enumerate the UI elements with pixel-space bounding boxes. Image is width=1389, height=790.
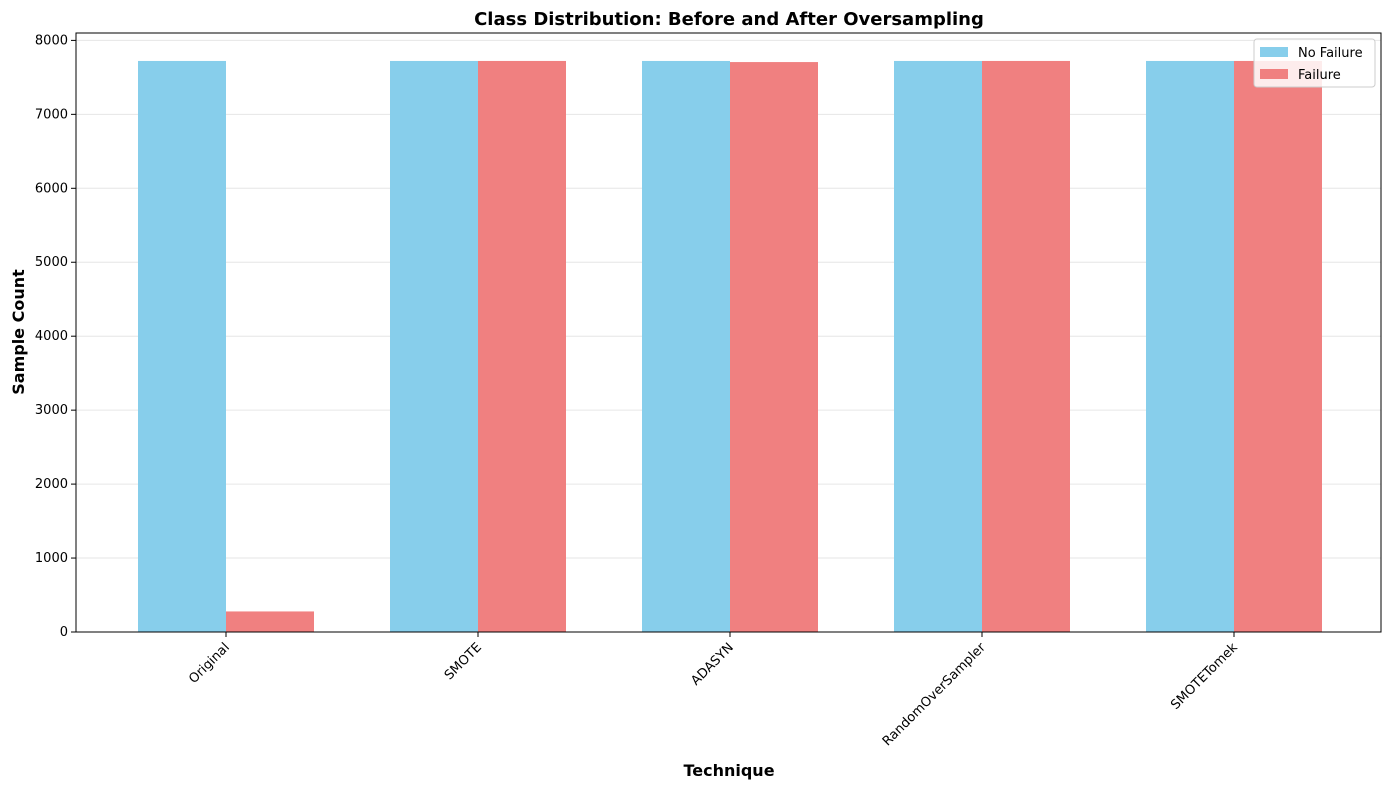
legend: No Failure Failure (1253, 38, 1376, 88)
y-tick-label: 2000 (35, 477, 68, 492)
legend-label: Failure (1298, 68, 1341, 83)
y-tick-label: 0 (60, 625, 68, 640)
y-axis: 0 1000 2000 3000 4000 5000 6000 7000 8000 (35, 33, 76, 640)
bar-no-failure (894, 60, 982, 633)
y-tick-label: 1000 (35, 551, 68, 566)
x-tick-label: ADASYN (688, 640, 736, 688)
plot-frame (75, 32, 1382, 633)
y-axis-label: Sample Count (9, 269, 28, 395)
y-tick-label: 6000 (35, 181, 68, 196)
bar-failure (1234, 60, 1322, 633)
y-tick-label: 3000 (35, 403, 68, 418)
y-tick-label: 4000 (35, 329, 68, 344)
y-tick-label: 8000 (35, 33, 68, 48)
x-axis: Original SMOTE ADASYN RandomOverSampler SMOT… (186, 632, 1241, 749)
bar-no-failure (1146, 60, 1234, 633)
bar-failure (982, 60, 1070, 633)
bar-no-failure (138, 60, 226, 633)
x-axis-label: Technique (683, 761, 774, 780)
legend-label: No Failure (1298, 46, 1363, 61)
bar-failure (226, 611, 314, 632)
y-tick-label: 5000 (35, 255, 68, 270)
legend-swatch (1260, 47, 1288, 57)
x-tick-label: Original (186, 640, 233, 687)
bar-failure (478, 60, 566, 633)
x-tick-label: SMOTE (442, 640, 485, 683)
x-tick-label: SMOTETomek (1168, 640, 1241, 713)
bars-group (138, 60, 1322, 633)
x-tick-label: RandomOverSampler (880, 640, 989, 749)
legend-swatch (1260, 69, 1288, 79)
y-tick-label: 7000 (35, 107, 68, 122)
bar-no-failure (390, 60, 478, 633)
bar-failure (730, 62, 818, 632)
chart-title: Class Distribution: Before and After Ove… (474, 9, 984, 30)
bar-no-failure (642, 60, 730, 633)
